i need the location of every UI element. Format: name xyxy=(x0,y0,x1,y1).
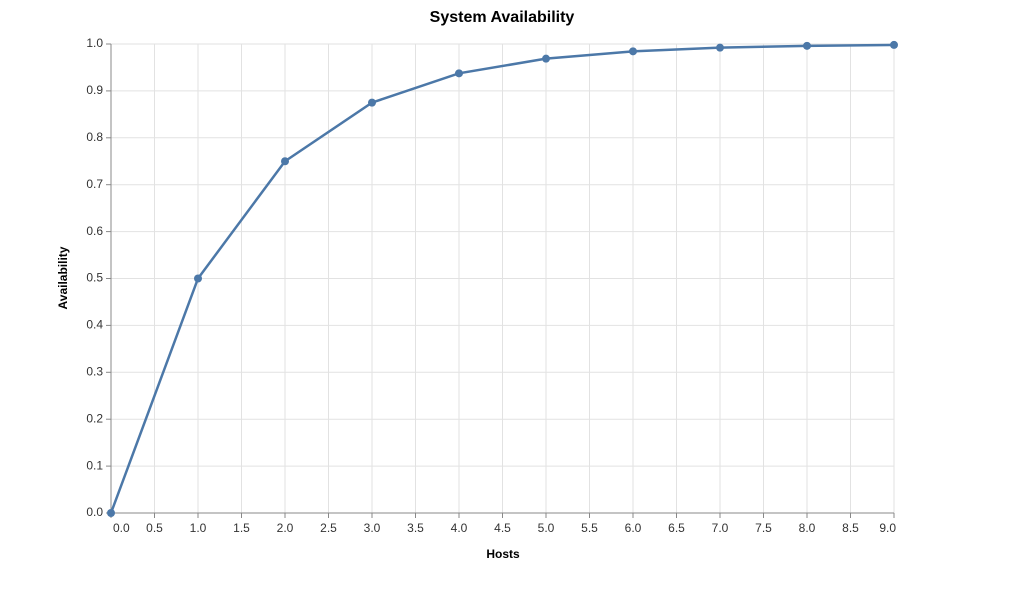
point xyxy=(542,54,550,63)
x-tick-label: 3.0 xyxy=(364,521,381,535)
x-tick-label: 3.5 xyxy=(407,521,424,535)
y-tick-label: 0.1 xyxy=(86,458,103,472)
x-tick-label: 4.5 xyxy=(494,521,511,535)
y-tick-label: 0.6 xyxy=(86,224,103,238)
y-tick-label: 0.4 xyxy=(86,318,103,332)
y-tick-label: 0.9 xyxy=(86,83,103,97)
x-axis-label: Hosts xyxy=(486,547,520,561)
y-tick-label: 0.5 xyxy=(86,271,103,285)
x-tick-label: 6.0 xyxy=(625,521,642,535)
x-tick-label: 2.0 xyxy=(277,521,294,535)
point xyxy=(629,47,637,56)
x-tick-label: 5.0 xyxy=(538,521,555,535)
point xyxy=(281,157,289,166)
x-tick-label: 8.0 xyxy=(799,521,816,535)
x-tick-label: 1.0 xyxy=(190,521,207,535)
y-tick-label: 0.0 xyxy=(86,505,103,519)
x-tick-label: 0.5 xyxy=(146,521,163,535)
point xyxy=(803,41,811,50)
point xyxy=(716,43,724,52)
point xyxy=(368,98,376,107)
point xyxy=(890,40,898,49)
chart-title: System Availability xyxy=(430,9,575,26)
x-tick-label: 5.5 xyxy=(581,521,598,535)
y-tick-label: 0.7 xyxy=(86,177,103,191)
y-tick-label: 0.3 xyxy=(86,364,103,378)
x-tick-label: 1.5 xyxy=(233,521,250,535)
point xyxy=(194,274,202,283)
point xyxy=(455,69,463,78)
x-tick-label: 4.0 xyxy=(451,521,468,535)
x-tick-label: 2.5 xyxy=(320,521,337,535)
x-tick-label: 6.5 xyxy=(668,521,685,535)
x-tick-label: 9.0 xyxy=(879,521,896,535)
x-tick-label: 8.5 xyxy=(842,521,859,535)
y-axis-label: Availability xyxy=(56,246,70,309)
x-tick-label: 7.0 xyxy=(712,521,729,535)
x-tick-label: 7.5 xyxy=(755,521,772,535)
y-tick-label: 1.0 xyxy=(86,36,103,50)
x-tick-label: 0.0 xyxy=(113,521,130,535)
y-tick-label: 0.2 xyxy=(86,411,103,425)
line xyxy=(109,43,895,514)
y-tick-label: 0.8 xyxy=(86,130,103,144)
point xyxy=(107,509,115,517)
